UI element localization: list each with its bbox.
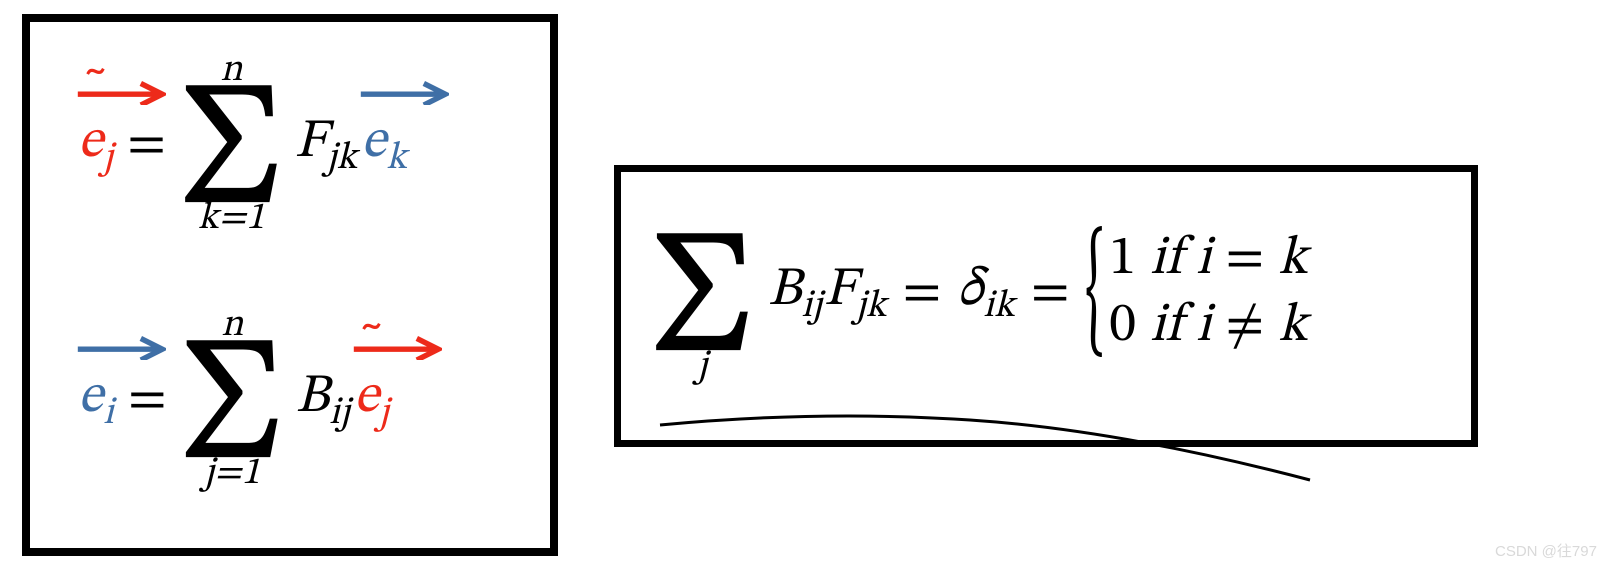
coef-B: Bij bbox=[296, 363, 350, 438]
vector-arrow-icon bbox=[359, 78, 449, 105]
eq2-lhs-vector: ei bbox=[78, 363, 114, 438]
var-k: k bbox=[1278, 226, 1307, 294]
case-line-1: 1 if i = k bbox=[1109, 226, 1307, 294]
var-e: e bbox=[78, 115, 103, 169]
var-e: e bbox=[78, 370, 103, 424]
var-F: F bbox=[295, 115, 327, 169]
vector-arrow-icon bbox=[76, 333, 166, 360]
subscript: k bbox=[386, 139, 407, 177]
var-F: F bbox=[824, 263, 856, 317]
sum-upper: n bbox=[220, 52, 242, 90]
sigma-icon: ∑ bbox=[181, 345, 284, 455]
sum-lower: k=1 bbox=[198, 200, 265, 238]
case-value: 0 bbox=[1109, 293, 1136, 361]
var-delta: δ bbox=[957, 263, 983, 317]
summation: n ∑ k=1 bbox=[180, 52, 283, 238]
term-F: Fjk bbox=[824, 256, 886, 331]
case-value: 1 bbox=[1109, 226, 1136, 294]
relation: = bbox=[1225, 226, 1264, 294]
equals-sign: = bbox=[127, 111, 166, 179]
sum-upper bbox=[698, 200, 707, 238]
sigma-icon: ∑ bbox=[180, 90, 283, 200]
eq1-rhs-vector: ek bbox=[361, 108, 407, 183]
eq2-rhs-vector: ~ ej bbox=[354, 363, 389, 438]
var-e: e bbox=[354, 370, 379, 424]
sum-upper: n bbox=[221, 307, 243, 345]
subscript: jk bbox=[327, 139, 358, 177]
cases-lines: 1 if i = k 0 if i ≠ k bbox=[1109, 226, 1307, 361]
subscript: jk bbox=[856, 287, 887, 325]
case-line-2: 0 if i ≠ k bbox=[1109, 293, 1307, 361]
var-B: B bbox=[296, 370, 329, 424]
var-i: i bbox=[1196, 293, 1211, 361]
summation: ∑ j bbox=[651, 200, 754, 386]
equation-2: ei = n ∑ j=1 Bij ~ ej bbox=[78, 307, 389, 493]
relation: ≠ bbox=[1225, 293, 1264, 361]
left-equation-box: ~ ej = n ∑ k=1 Fjk ek ei = n ∑ j=1 B bbox=[22, 14, 558, 556]
var-B: B bbox=[768, 263, 801, 317]
summation: n ∑ j=1 bbox=[181, 307, 284, 493]
var-e: e bbox=[361, 115, 386, 169]
sum-lower: j=1 bbox=[204, 455, 260, 493]
subscript: i bbox=[103, 394, 114, 432]
sigma-icon: ∑ bbox=[651, 238, 754, 348]
left-brace-icon: { bbox=[1085, 205, 1104, 382]
coef-F: Fjk bbox=[295, 108, 357, 183]
subscript: ij bbox=[801, 287, 822, 325]
if-keyword: if bbox=[1150, 226, 1182, 294]
var-k: k bbox=[1278, 293, 1307, 361]
sum-lower: j bbox=[697, 348, 707, 386]
term-B: Bij bbox=[768, 256, 822, 331]
equation-1: ~ ej = n ∑ k=1 Fjk ek bbox=[78, 52, 407, 238]
watermark-text: CSDN @往797 bbox=[1495, 540, 1597, 561]
equals-sign: = bbox=[903, 259, 942, 327]
subscript: ik bbox=[983, 287, 1014, 325]
subscript: ij bbox=[329, 394, 350, 432]
subscript: j bbox=[103, 139, 113, 177]
if-keyword: if bbox=[1150, 293, 1182, 361]
equals-sign: = bbox=[128, 366, 167, 434]
equals-sign: = bbox=[1031, 259, 1070, 327]
delta: δik bbox=[957, 256, 1014, 331]
var-i: i bbox=[1196, 226, 1211, 294]
cases-block: { 1 if i = k 0 if i ≠ k bbox=[1086, 226, 1308, 361]
eq1-lhs-vector: ~ ej bbox=[78, 108, 113, 183]
subscript: j bbox=[379, 394, 389, 432]
kronecker-equation: ∑ j Bij Fjk = δik = { 1 if i = k bbox=[651, 200, 1308, 386]
right-equation-box: ∑ j Bij Fjk = δik = { 1 if i = k bbox=[614, 165, 1478, 447]
